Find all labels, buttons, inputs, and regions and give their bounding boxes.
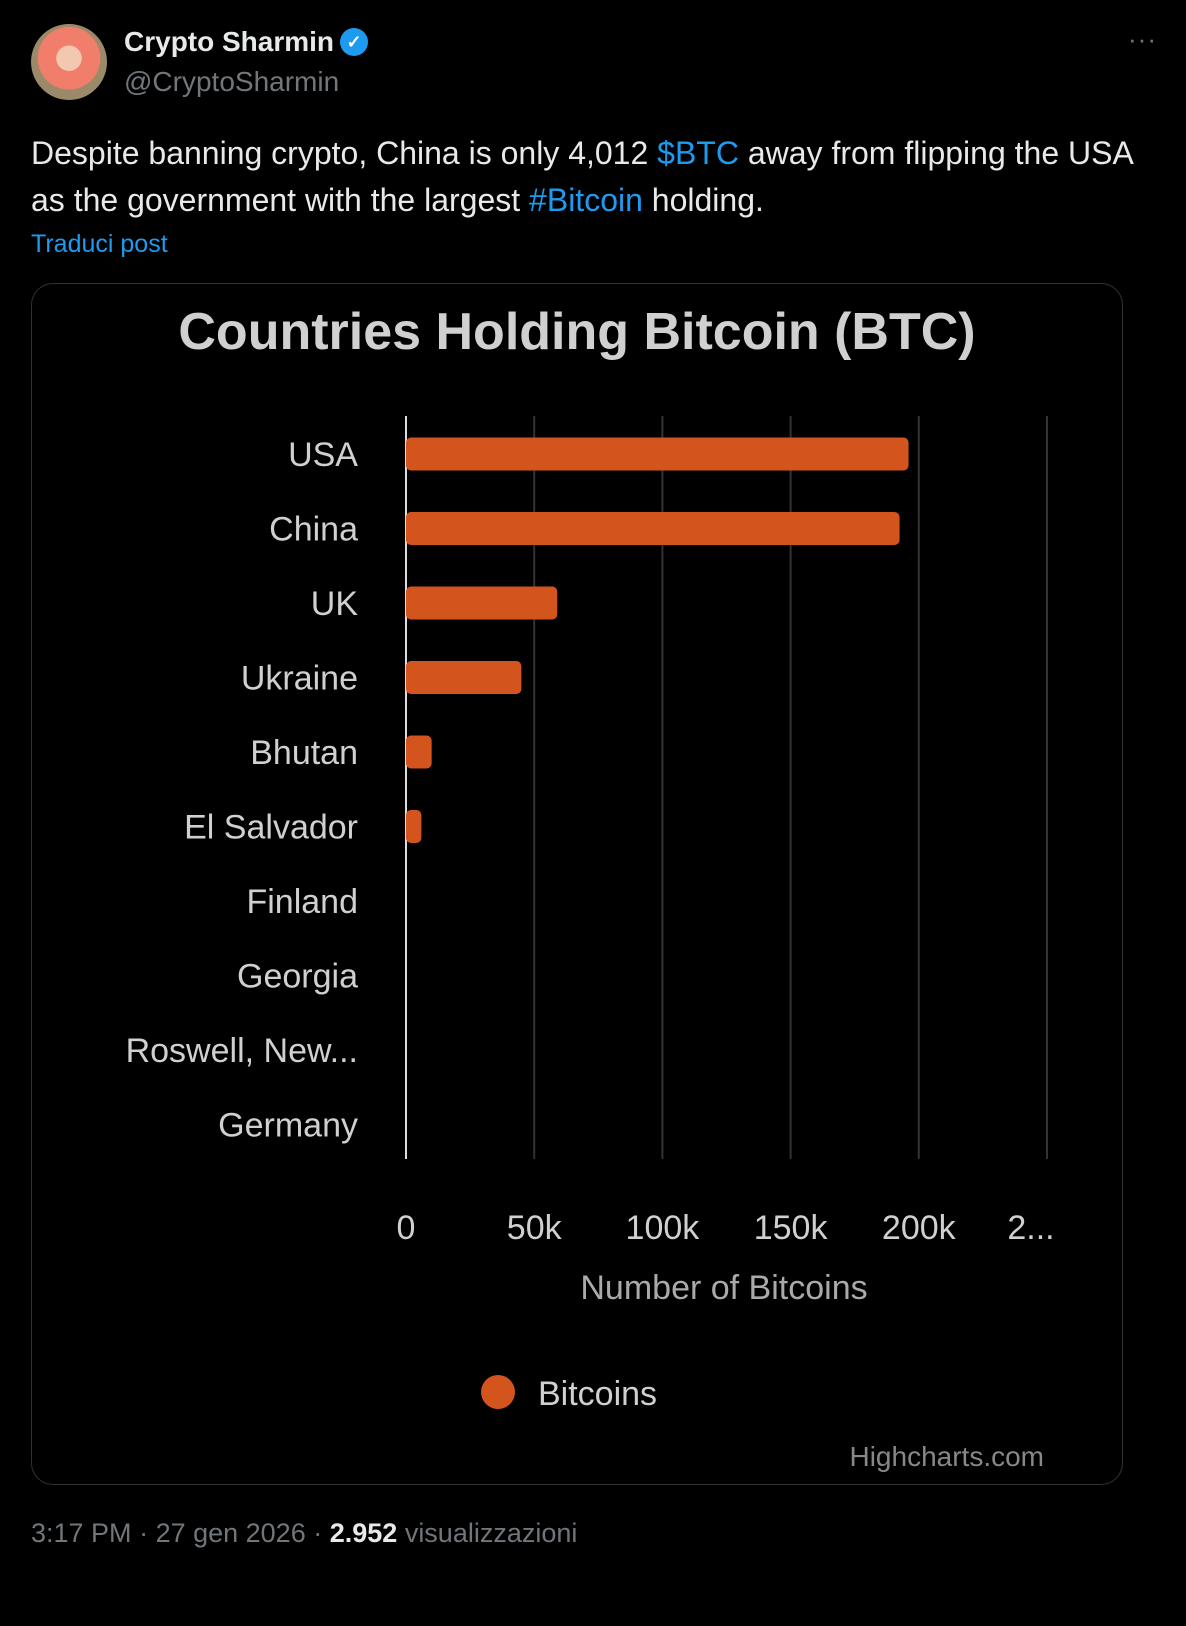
- x-tick-label: 150k: [754, 1209, 829, 1247]
- y-tick-label: Ukraine: [241, 660, 358, 698]
- x-axis-label: Number of Bitcoins: [580, 1269, 867, 1307]
- view-count: 2.952: [329, 1518, 398, 1548]
- bar-el-salvador: [406, 810, 422, 843]
- more-options-icon[interactable]: ···: [1128, 24, 1157, 54]
- x-tick-label: 200k: [882, 1209, 957, 1247]
- x-tick-label: 50k: [507, 1209, 563, 1247]
- translate-post-link[interactable]: Traduci post: [31, 230, 168, 258]
- author-name[interactable]: Crypto Sharmin ✓: [124, 26, 369, 58]
- y-tick-label: Bhutan: [250, 734, 358, 772]
- y-tick-label: China: [269, 511, 358, 549]
- post-footer: 3:17 PM · 27 gen 2026 · 2.952 visualizza…: [31, 1518, 578, 1548]
- bar-uk: [406, 586, 558, 620]
- y-tick-label: UK: [311, 585, 359, 623]
- legend-label: Bitcoins: [538, 1375, 657, 1413]
- author-handle[interactable]: @CryptoSharmin: [124, 66, 340, 97]
- y-tick-label: USA: [288, 436, 358, 474]
- x-tick-label: 2...: [1007, 1209, 1054, 1247]
- bar-ukraine: [406, 661, 522, 694]
- cashtag-link[interactable]: $BTC: [657, 135, 739, 171]
- post-time[interactable]: 3:17 PM: [31, 1518, 132, 1548]
- bar-bhutan: [406, 735, 432, 769]
- y-tick-label: Roswell, New...: [126, 1032, 358, 1070]
- legend-marker: [481, 1375, 515, 1409]
- verified-badge-icon: ✓: [340, 28, 369, 56]
- bar-usa: [406, 437, 909, 471]
- views-label: visualizzazioni: [404, 1518, 578, 1548]
- y-tick-label: Germany: [218, 1107, 358, 1145]
- bar-chart: Countries Holding Bitcoin (BTC) 0 50k 100k 1…: [126, 303, 1055, 1472]
- chart-title: Countries Holding Bitcoin (BTC): [178, 303, 975, 361]
- post-date[interactable]: 27 gen 2026: [155, 1518, 306, 1548]
- y-tick-label: Finland: [246, 883, 358, 921]
- y-tick-label: Georgia: [237, 958, 358, 996]
- x-tick-label: 100k: [626, 1209, 701, 1247]
- bar-china: [406, 512, 900, 545]
- x-tick-label: 0: [397, 1209, 416, 1247]
- chart-image[interactable]: Countries Holding Bitcoin (BTC) 0 50k 100k 1…: [31, 283, 1123, 1485]
- avatar[interactable]: [31, 24, 107, 100]
- post-text: Despite banning crypto, China is only 4,…: [31, 135, 1133, 218]
- credits: Highcharts.com: [849, 1441, 1044, 1472]
- y-tick-label: El Salvador: [184, 809, 358, 847]
- hashtag-link[interactable]: #Bitcoin: [529, 182, 643, 218]
